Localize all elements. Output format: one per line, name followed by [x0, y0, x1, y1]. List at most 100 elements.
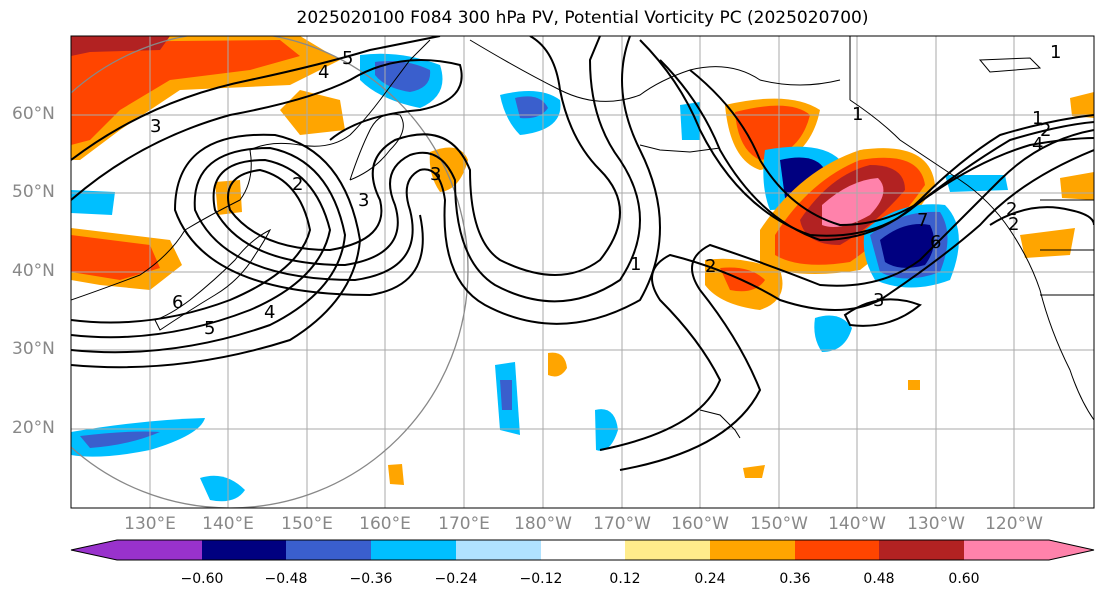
- positive-anomaly-15: [908, 380, 920, 390]
- contour-label: 1: [630, 254, 641, 275]
- lon-label: 170°W: [593, 514, 651, 534]
- positive-anomaly-7-peak: [822, 178, 884, 228]
- contour-label: 2: [705, 256, 716, 277]
- positive-anomaly-2: [280, 90, 345, 135]
- colorbar-tick-label: −0.12: [519, 571, 563, 587]
- contour-label: 4: [1032, 134, 1043, 155]
- contour-4: [71, 36, 621, 324]
- contour-5: [71, 59, 463, 201]
- colorbar-swatch: [117, 540, 202, 560]
- colorbar-tick-label: 0.48: [863, 571, 895, 587]
- negative-anomaly-9-core: [500, 380, 512, 410]
- colorbar-tick-label: −0.48: [264, 571, 308, 587]
- contour-label: 5: [342, 48, 353, 69]
- contour-label: 2: [1006, 199, 1017, 220]
- negative-anomaly-7: [814, 315, 852, 352]
- lon-label: 120°W: [985, 514, 1043, 534]
- negative-anomaly-12: [200, 475, 245, 502]
- colorbar-tick-label: 0.60: [948, 571, 980, 587]
- contour-label: 1: [852, 104, 863, 125]
- lat-label: 50°N: [12, 182, 55, 202]
- contour-6: [71, 36, 441, 161]
- colorbar-tick-label: −0.60: [180, 571, 224, 587]
- contour-2d: [989, 206, 1094, 226]
- negative-anomaly-2-core: [515, 96, 548, 119]
- colorbar-tick-label: −0.36: [349, 571, 393, 587]
- contour-4c: [689, 69, 1094, 227]
- contour-label: 3: [150, 116, 161, 137]
- positive-anomaly-12: [548, 352, 567, 377]
- colorbar-tick-label: −0.24: [434, 571, 478, 587]
- positive-anomaly-nw-core: [71, 40, 300, 145]
- contour-3-closed: [843, 298, 922, 327]
- contour-1c: [659, 59, 1094, 242]
- negative-anomaly-4-core: [780, 157, 825, 199]
- contour-2c: [639, 39, 1094, 237]
- map-title: 2025020100 F084 300 hPa PV, Potential Vo…: [296, 8, 869, 28]
- colorbar-swatch: [371, 540, 456, 560]
- lon-label: 160°W: [671, 514, 729, 534]
- lon-label: 130°E: [124, 514, 176, 534]
- lat-label: 60°N: [12, 104, 55, 124]
- colorbar-arrow-left: [71, 540, 117, 560]
- negative-anomaly-10: [595, 409, 618, 451]
- lon-label: 150°E: [281, 514, 333, 534]
- contour-2b: [619, 129, 1094, 471]
- lon-label: 130°W: [907, 514, 965, 534]
- contour-label: 5: [204, 318, 215, 339]
- contour-label: 4: [318, 62, 329, 83]
- lat-label: 30°N: [12, 339, 55, 359]
- lon-label: 140°E: [202, 514, 254, 534]
- negative-anomaly-8: [680, 102, 700, 140]
- colorbar-swatch: [456, 540, 541, 560]
- colorbar-swatch: [964, 540, 1049, 560]
- positive-anomaly-5-core: [71, 235, 160, 280]
- contour-3: [71, 36, 641, 339]
- pv-contours: [71, 36, 1094, 471]
- colorbar-swatch: [286, 540, 371, 560]
- negative-anomaly-1-core: [375, 61, 431, 92]
- contour-1b: [599, 149, 1094, 451]
- lat-label: 40°N: [12, 261, 55, 281]
- contour-label: 7: [917, 210, 928, 231]
- positive-anomaly-14: [743, 465, 765, 478]
- lon-label: 180°W: [514, 514, 572, 534]
- contour-label: 6: [930, 232, 941, 253]
- contour-label: 1: [1050, 42, 1061, 63]
- lon-label: 140°W: [828, 514, 886, 534]
- contour-label: 3: [430, 164, 441, 185]
- lon-label: 150°W: [750, 514, 808, 534]
- lat-label: 20°N: [12, 418, 55, 438]
- colorbar-tick-label: 0.12: [609, 571, 641, 587]
- lon-label: 160°E: [359, 514, 411, 534]
- contour-2: [71, 36, 661, 354]
- colorbar-swatch: [541, 540, 626, 560]
- colorbar-swatch: [710, 540, 795, 560]
- contour-label: 2: [292, 174, 303, 195]
- colorbar-swatch: [879, 540, 964, 560]
- contour-label-group: 4 5 3 2 3 3 4 5 6 1 2 1 2 1 2 4 2 3 7 6 …: [150, 42, 1061, 339]
- contour-label: 6: [172, 292, 183, 313]
- contour-label: 2: [1040, 120, 1051, 141]
- contour-label: 3: [358, 190, 369, 211]
- contour-1: [71, 133, 424, 369]
- map-frame: [70, 35, 1095, 509]
- negative-anomaly-5-core: [880, 224, 934, 268]
- colorbar-tick-label: 0.24: [694, 571, 726, 587]
- colorbar: [70, 539, 1095, 561]
- contour-label: 2: [1008, 214, 1019, 235]
- colorbar-swatch: [625, 540, 710, 560]
- lon-label: 170°E: [438, 514, 490, 534]
- contour-label: 1: [1032, 108, 1043, 129]
- negative-anomaly-3: [71, 190, 115, 215]
- colorbar-tick-label: 0.36: [779, 571, 811, 587]
- colorbar-outline: [70, 539, 1095, 561]
- range-circle: [71, 36, 469, 508]
- positive-anomaly-nw-max: [71, 36, 170, 56]
- colorbar-arrow-right: [1049, 540, 1094, 560]
- contour-label: 4: [264, 302, 275, 323]
- positive-anomaly-11: [1070, 92, 1094, 118]
- contour-label: 3: [873, 290, 884, 311]
- positive-anomaly-13: [388, 464, 404, 485]
